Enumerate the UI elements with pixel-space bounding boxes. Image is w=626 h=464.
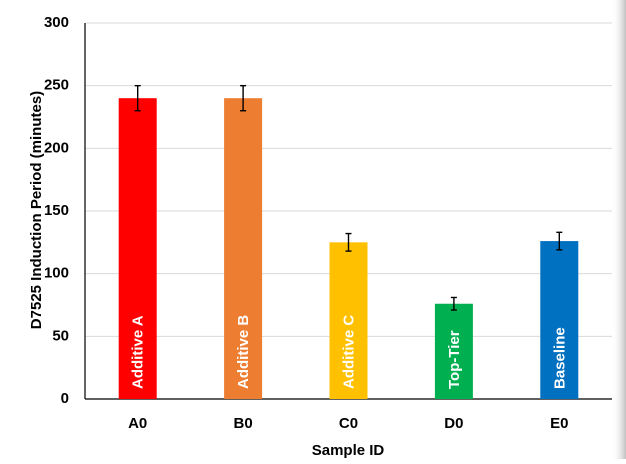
bar xyxy=(434,303,473,399)
y-tick-label: 50 xyxy=(52,327,69,344)
bar-data-label: Additive C xyxy=(340,315,357,389)
x-tick-label: A0 xyxy=(128,415,147,432)
x-tick-label: E0 xyxy=(550,415,568,432)
y-tick-label: 200 xyxy=(44,139,69,156)
right-edge-shadow xyxy=(612,0,626,459)
labels: 0 50 100 150 200 250 300 A0 Additive A B0 Additive… xyxy=(44,14,569,432)
bar xyxy=(329,242,368,399)
x-tick-label: D0 xyxy=(444,415,463,432)
y-tick-label: 300 xyxy=(44,14,69,31)
bar-data-label: Top-Tier xyxy=(446,330,463,389)
y-tick-label: 150 xyxy=(44,202,69,219)
y-tick-label: 250 xyxy=(44,77,69,94)
gridlines xyxy=(85,22,612,337)
x-axis-title: Sample ID xyxy=(312,442,385,459)
bar-data-label: Additive B xyxy=(235,315,252,389)
x-tick-label: B0 xyxy=(234,415,253,432)
error-bars xyxy=(134,84,563,311)
bar xyxy=(540,241,579,399)
x-tick-label: C0 xyxy=(339,415,358,432)
bar xyxy=(118,98,157,399)
y-tick-label: 0 xyxy=(61,390,69,407)
bar-data-label: Baseline xyxy=(551,327,568,389)
y-tick-label: 100 xyxy=(44,265,69,282)
bar xyxy=(224,98,263,399)
bars xyxy=(118,98,579,399)
y-axis-title: D7525 Induction Period (minutes) xyxy=(28,91,45,329)
bar-data-label: Additive A xyxy=(130,315,147,389)
